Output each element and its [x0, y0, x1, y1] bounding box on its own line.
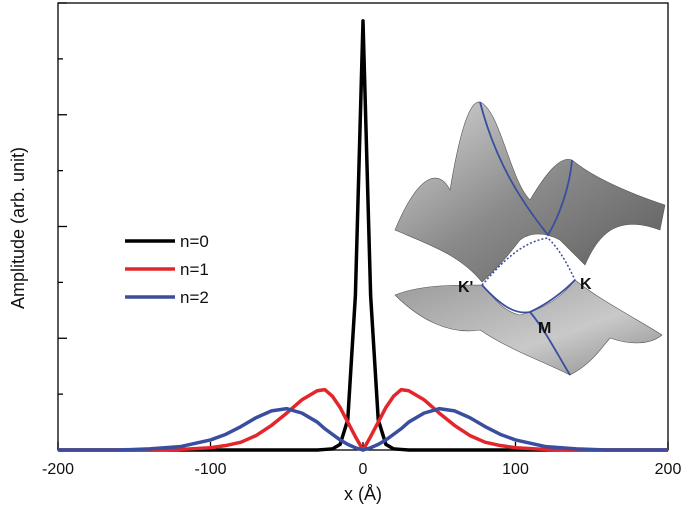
lower-band [394, 279, 663, 376]
inset-label: M [538, 320, 551, 337]
band-path [481, 237, 576, 286]
legend-label: n=0 [180, 232, 209, 251]
legend-label: n=2 [180, 288, 209, 307]
inset-label: K [580, 276, 592, 293]
upper-band [394, 101, 666, 283]
x-tick-label: 200 [655, 461, 682, 478]
y-axis-label: Amplitude (arb. unit) [8, 147, 28, 309]
x-axis-label: x (Å) [344, 484, 382, 504]
x-tick-label: -200 [42, 461, 74, 478]
band-path [479, 101, 573, 237]
legend-label: n=1 [180, 260, 209, 279]
x-tick-label: 100 [502, 461, 529, 478]
x-tick-label: 0 [359, 461, 368, 478]
x-tick-label: -100 [194, 461, 226, 478]
inset-label: K' [458, 279, 473, 296]
series-line [58, 19, 668, 452]
inset-band-structure: K' K M [394, 101, 666, 376]
series-line [58, 387, 668, 452]
band-path [481, 279, 576, 376]
series-line [58, 406, 668, 452]
